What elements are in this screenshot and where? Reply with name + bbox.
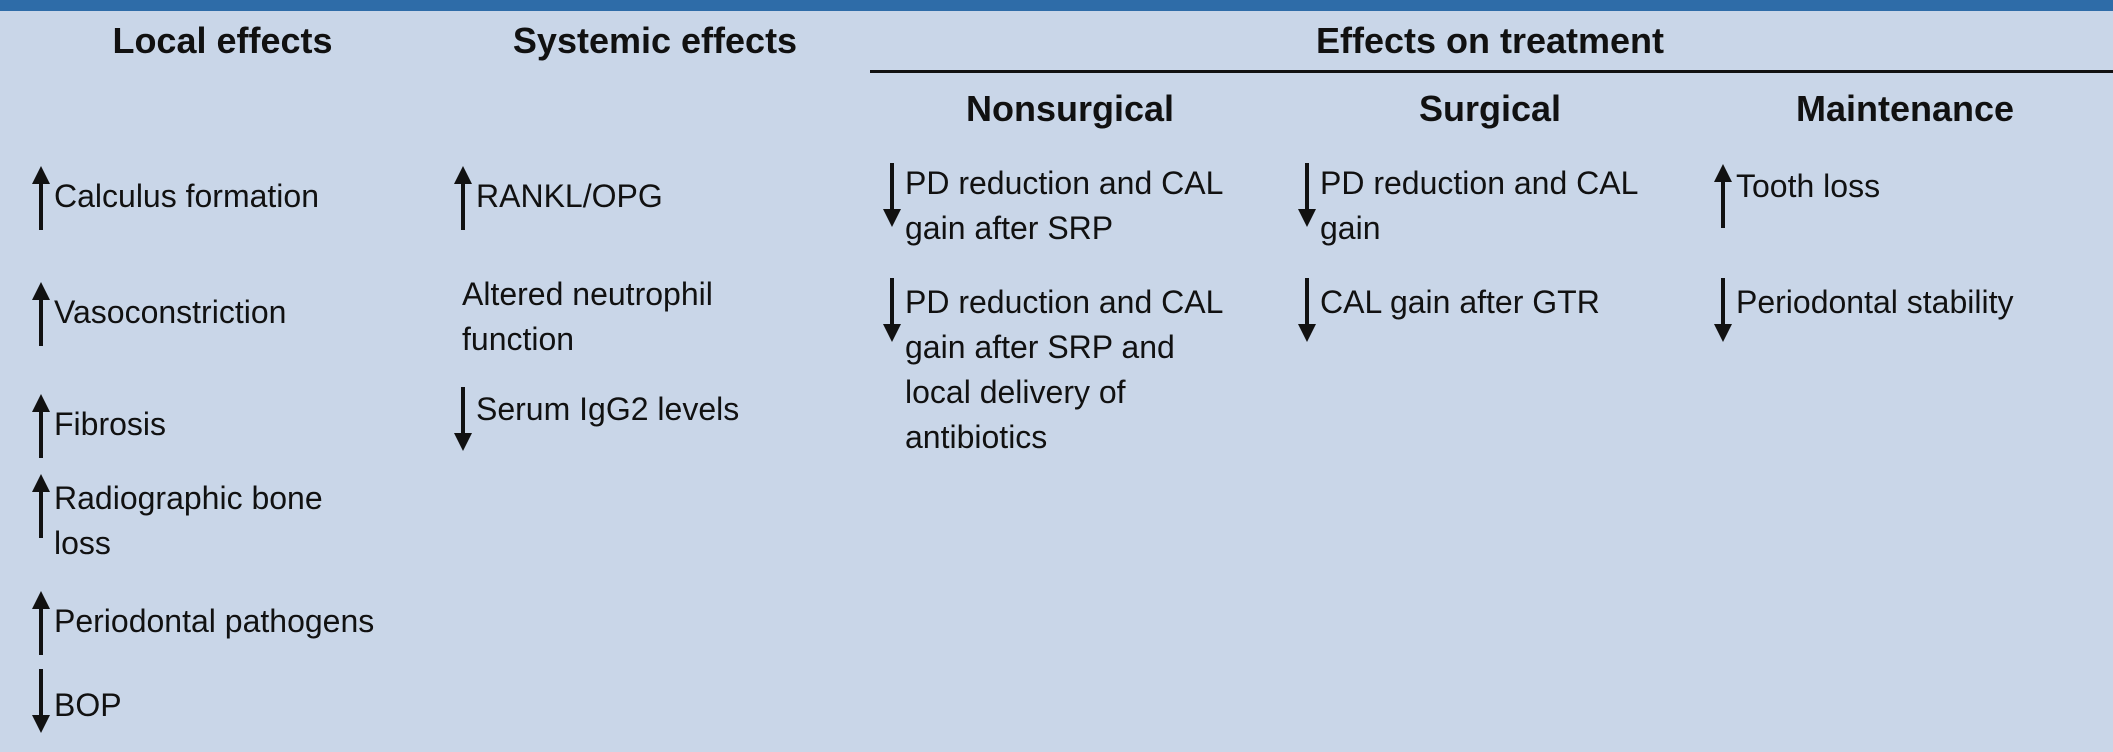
local-item-text: Radiographic bone: [54, 480, 323, 516]
top-accent-bar: [0, 0, 2113, 11]
down-arrow-icon: [881, 161, 903, 231]
up-arrow-icon: [30, 587, 52, 657]
header-nonsurgical: Nonsurgical: [965, 88, 1175, 129]
header-maintenance: Maintenance: [1795, 88, 2015, 129]
header-local-effects: Local effects: [112, 20, 333, 61]
up-arrow-icon: [30, 162, 52, 232]
nonsurgical-item-text: gain after SRP: [905, 210, 1114, 246]
down-arrow-icon: [30, 667, 52, 737]
header-effects-on-treatment: Effects on treatment: [1315, 20, 1665, 61]
treatment-header-rule: [870, 70, 2113, 73]
down-arrow-icon: [881, 276, 903, 346]
local-item-text: loss: [54, 525, 111, 561]
surgical-item-text: CAL gain after GTR: [1320, 284, 1600, 320]
up-arrow-icon: [30, 390, 52, 460]
local-item-text: Fibrosis: [54, 406, 167, 442]
local-item-text: BOP: [54, 687, 122, 723]
maintenance-item-text: Periodontal stability: [1736, 284, 2014, 320]
local-item-text: Vasoconstriction: [54, 294, 287, 330]
systemic-item-text: Serum IgG2 levels: [476, 391, 740, 427]
systemic-item-text: Altered neutrophil: [462, 276, 713, 312]
header-systemic-effects: Systemic effects: [512, 20, 798, 61]
down-arrow-icon: [452, 385, 474, 455]
down-arrow-icon: [1296, 161, 1318, 231]
nonsurgical-item-text: gain after SRP and: [905, 329, 1175, 365]
up-arrow-icon: [452, 162, 474, 232]
down-arrow-icon: [1712, 276, 1734, 346]
surgical-item-text: gain: [1320, 210, 1381, 246]
up-arrow-icon: [30, 278, 52, 348]
nonsurgical-item-text: antibiotics: [905, 419, 1048, 455]
systemic-item-text: RANKL/OPG: [476, 178, 663, 214]
local-item-text: Calculus formation: [54, 178, 319, 214]
maintenance-item-text: Tooth loss: [1736, 168, 1881, 204]
local-item-text: Periodontal pathogens: [54, 603, 375, 639]
up-arrow-icon: [30, 470, 52, 540]
nonsurgical-item-text: PD reduction and CAL: [905, 165, 1224, 201]
nonsurgical-item-text: PD reduction and CAL: [905, 284, 1224, 320]
surgical-item-text: PD reduction and CAL: [1320, 165, 1639, 201]
header-surgical: Surgical: [1418, 88, 1562, 129]
nonsurgical-item-text: local delivery of: [905, 374, 1126, 410]
up-arrow-icon: [1712, 160, 1734, 230]
down-arrow-icon: [1296, 276, 1318, 346]
systemic-item-text: function: [462, 321, 575, 357]
